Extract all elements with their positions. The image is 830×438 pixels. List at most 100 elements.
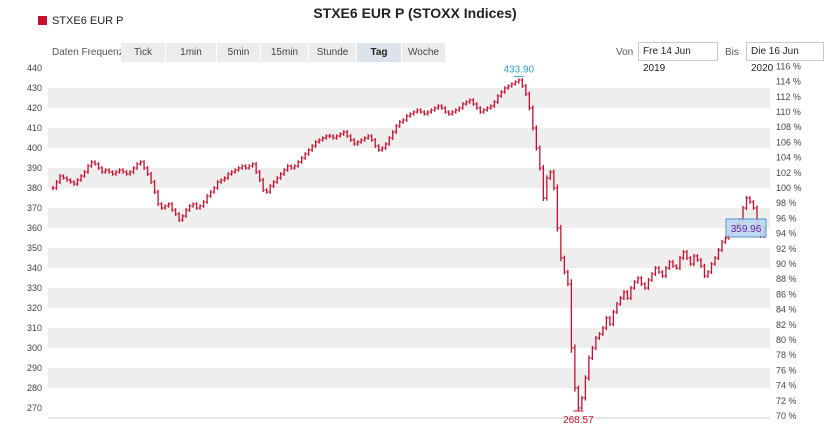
- price-bar: [485, 106, 489, 112]
- y-tick-left: 360: [27, 223, 42, 233]
- from-date-input[interactable]: Fre 14 Jun 2019: [638, 42, 718, 74]
- price-bar: [513, 80, 517, 86]
- price-bar: [552, 169, 556, 191]
- price-bar: [198, 204, 202, 210]
- price-bar: [650, 272, 654, 282]
- price-bar: [618, 296, 622, 306]
- y-tick-right: 114 %: [776, 77, 801, 87]
- price-bar: [531, 105, 535, 131]
- price-bar: [548, 170, 552, 180]
- price-bar: [254, 162, 258, 174]
- price-bar: [223, 176, 227, 182]
- to-label: Bis: [725, 47, 739, 58]
- price-bar: [489, 104, 493, 110]
- price-bar: [184, 208, 188, 218]
- y-tick-left: 410: [27, 123, 42, 133]
- price-bar: [632, 280, 637, 290]
- price-bar: [303, 152, 307, 160]
- price-bar: [321, 136, 325, 142]
- tab-woche[interactable]: Woche: [402, 43, 445, 62]
- price-bar: [202, 200, 206, 208]
- price-bar: [660, 270, 665, 278]
- price-bar: [79, 174, 83, 182]
- y-tick-right: 80 %: [776, 335, 797, 345]
- price-bar: [205, 194, 209, 204]
- y-tick-left: 430: [27, 83, 42, 93]
- price-bar: [247, 164, 251, 170]
- tab-15min[interactable]: 15min: [261, 43, 308, 62]
- price-bars: [51, 78, 766, 411]
- price-bar: [443, 106, 447, 114]
- y-tick-left: 330: [27, 283, 42, 293]
- grid-band: [48, 88, 770, 108]
- price-bar: [93, 160, 97, 166]
- price-bar: [412, 110, 416, 116]
- price-bar: [131, 166, 136, 174]
- price-bar: [65, 176, 69, 182]
- price-bar: [177, 212, 181, 222]
- price-bar: [643, 282, 647, 290]
- price-bar: [142, 160, 146, 170]
- price-bar: [96, 162, 101, 170]
- price-bar: [426, 110, 430, 116]
- price-bar: [611, 309, 615, 327]
- tab-1min[interactable]: 1min: [166, 43, 216, 62]
- legend: STXE6 EUR P: [38, 15, 124, 27]
- price-bar: [258, 170, 262, 182]
- tab-stunde[interactable]: Stunde: [309, 43, 356, 62]
- price-bar: [629, 285, 633, 301]
- price-bar: [559, 224, 563, 262]
- price-bar: [135, 162, 139, 170]
- price-bar: [187, 204, 192, 212]
- price-bar: [209, 190, 213, 198]
- price-bar: [545, 175, 549, 201]
- price-bar: [653, 266, 658, 276]
- price-bar: [601, 326, 605, 336]
- price-bar: [646, 278, 651, 290]
- price-bar: [138, 160, 143, 166]
- price-bar: [163, 204, 167, 210]
- price-bar: [527, 91, 531, 111]
- price-bar: [75, 178, 80, 186]
- price-bar: [419, 108, 423, 114]
- price-bar: [240, 164, 244, 170]
- price-bar: [293, 164, 297, 170]
- price-bar: [233, 168, 237, 174]
- price-bar: [457, 106, 461, 112]
- price-bar: [464, 100, 468, 106]
- tab-tick[interactable]: Tick: [121, 43, 165, 62]
- to-date-input[interactable]: Die 16 Jun 2020: [746, 42, 824, 74]
- price-bar: [713, 256, 717, 266]
- price-bar: [534, 125, 538, 151]
- price-bar: [100, 166, 104, 174]
- price-bar: [58, 174, 62, 184]
- price-bar: [562, 255, 566, 275]
- y-axis-right: 70 % 72 % 74 % 76 % 78 % 80 % 82 % 84 % 86 % 88 %…: [776, 61, 802, 421]
- price-bar: [195, 202, 199, 210]
- price-bar: [751, 200, 756, 210]
- tab-5min[interactable]: 5min: [217, 43, 260, 62]
- price-bar: [251, 162, 255, 168]
- y-tick-right: 88 %: [776, 274, 797, 284]
- price-bar: [331, 134, 335, 140]
- price-bar: [310, 144, 314, 152]
- price-bar: [82, 170, 87, 178]
- y-tick-right: 78 %: [776, 350, 797, 360]
- price-bar: [51, 185, 55, 191]
- price-bar: [89, 160, 94, 168]
- y-tick-right: 104 %: [776, 153, 802, 163]
- tab-tag[interactable]: Tag: [357, 43, 401, 62]
- price-bar: [429, 108, 433, 114]
- y-tick-right: 110 %: [776, 107, 801, 117]
- price-bar: [433, 106, 437, 112]
- price-bar: [268, 184, 272, 194]
- price-bar: [103, 168, 108, 174]
- y-tick-left: 300: [27, 343, 42, 353]
- price-bar: [706, 270, 710, 278]
- price-bar: [674, 264, 679, 270]
- price-bar: [492, 100, 496, 108]
- price-bar: [590, 345, 594, 361]
- y-tick-right: 72 %: [776, 396, 797, 406]
- price-bar: [289, 164, 293, 170]
- price-bar: [349, 134, 353, 142]
